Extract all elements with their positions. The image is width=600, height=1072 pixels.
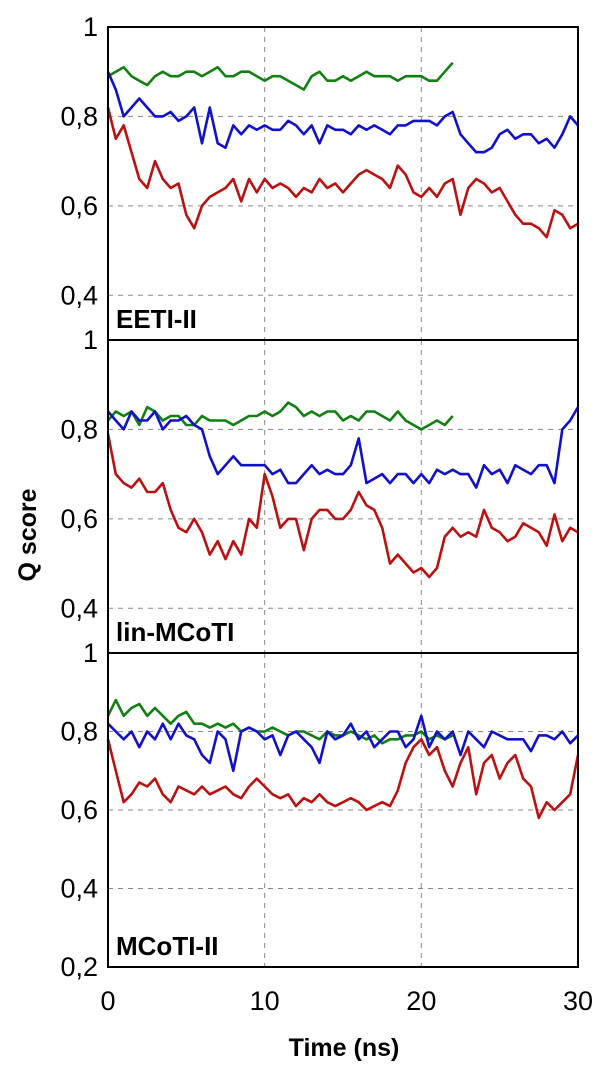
x-axis-label: Time (ns) — [289, 1034, 400, 1062]
series-line-blue — [107, 714, 579, 773]
series-line-blue — [106, 71, 579, 154]
panel-label: EETI-II — [116, 304, 197, 334]
y-tick-label: 0,6 — [60, 795, 98, 825]
label-layer: 1 0,8 0,6 0,4 EETI-II 1 0,8 0,6 0,4 lin-MCoTI 1 0,8… — [60, 12, 593, 1016]
y-tick-label: 0,4 — [60, 280, 98, 310]
y-tick-label: 0,4 — [60, 593, 98, 623]
y-tick-label: 1 — [83, 325, 98, 355]
y-tick-label: 1 — [83, 638, 98, 668]
series-line-red — [106, 738, 580, 820]
panel-label: lin-MCoTI — [116, 617, 234, 647]
series-layer — [106, 61, 580, 820]
y-tick-label: 0,6 — [60, 191, 98, 221]
frame-layer — [107, 26, 579, 968]
series-line-green — [107, 61, 454, 91]
y-tick-label: 1 — [83, 12, 98, 42]
series-line-blue — [107, 406, 580, 489]
y-tick-label: 0,2 — [60, 952, 98, 982]
y-axis-label: Q score — [14, 488, 42, 581]
series-line-red — [106, 107, 579, 239]
x-tick-label: 10 — [250, 986, 280, 1016]
y-tick-label: 0,6 — [60, 504, 98, 534]
grid-layer — [108, 27, 578, 968]
y-tick-label: 0,4 — [60, 874, 98, 904]
x-tick-label: 20 — [406, 986, 436, 1016]
y-tick-label: 0,8 — [60, 101, 98, 131]
x-tick-label: 30 — [563, 986, 593, 1016]
y-tick-label: 0,8 — [60, 414, 98, 444]
panel-frame — [107, 339, 579, 654]
series-line-green — [107, 401, 454, 431]
series-line-green — [106, 698, 454, 745]
x-tick-label: 0 — [100, 986, 115, 1016]
panel-label: MCoTI-II — [116, 931, 219, 961]
panel-frame — [107, 652, 579, 968]
y-tick-label: 0,8 — [60, 717, 98, 747]
series-line-red — [106, 433, 579, 579]
